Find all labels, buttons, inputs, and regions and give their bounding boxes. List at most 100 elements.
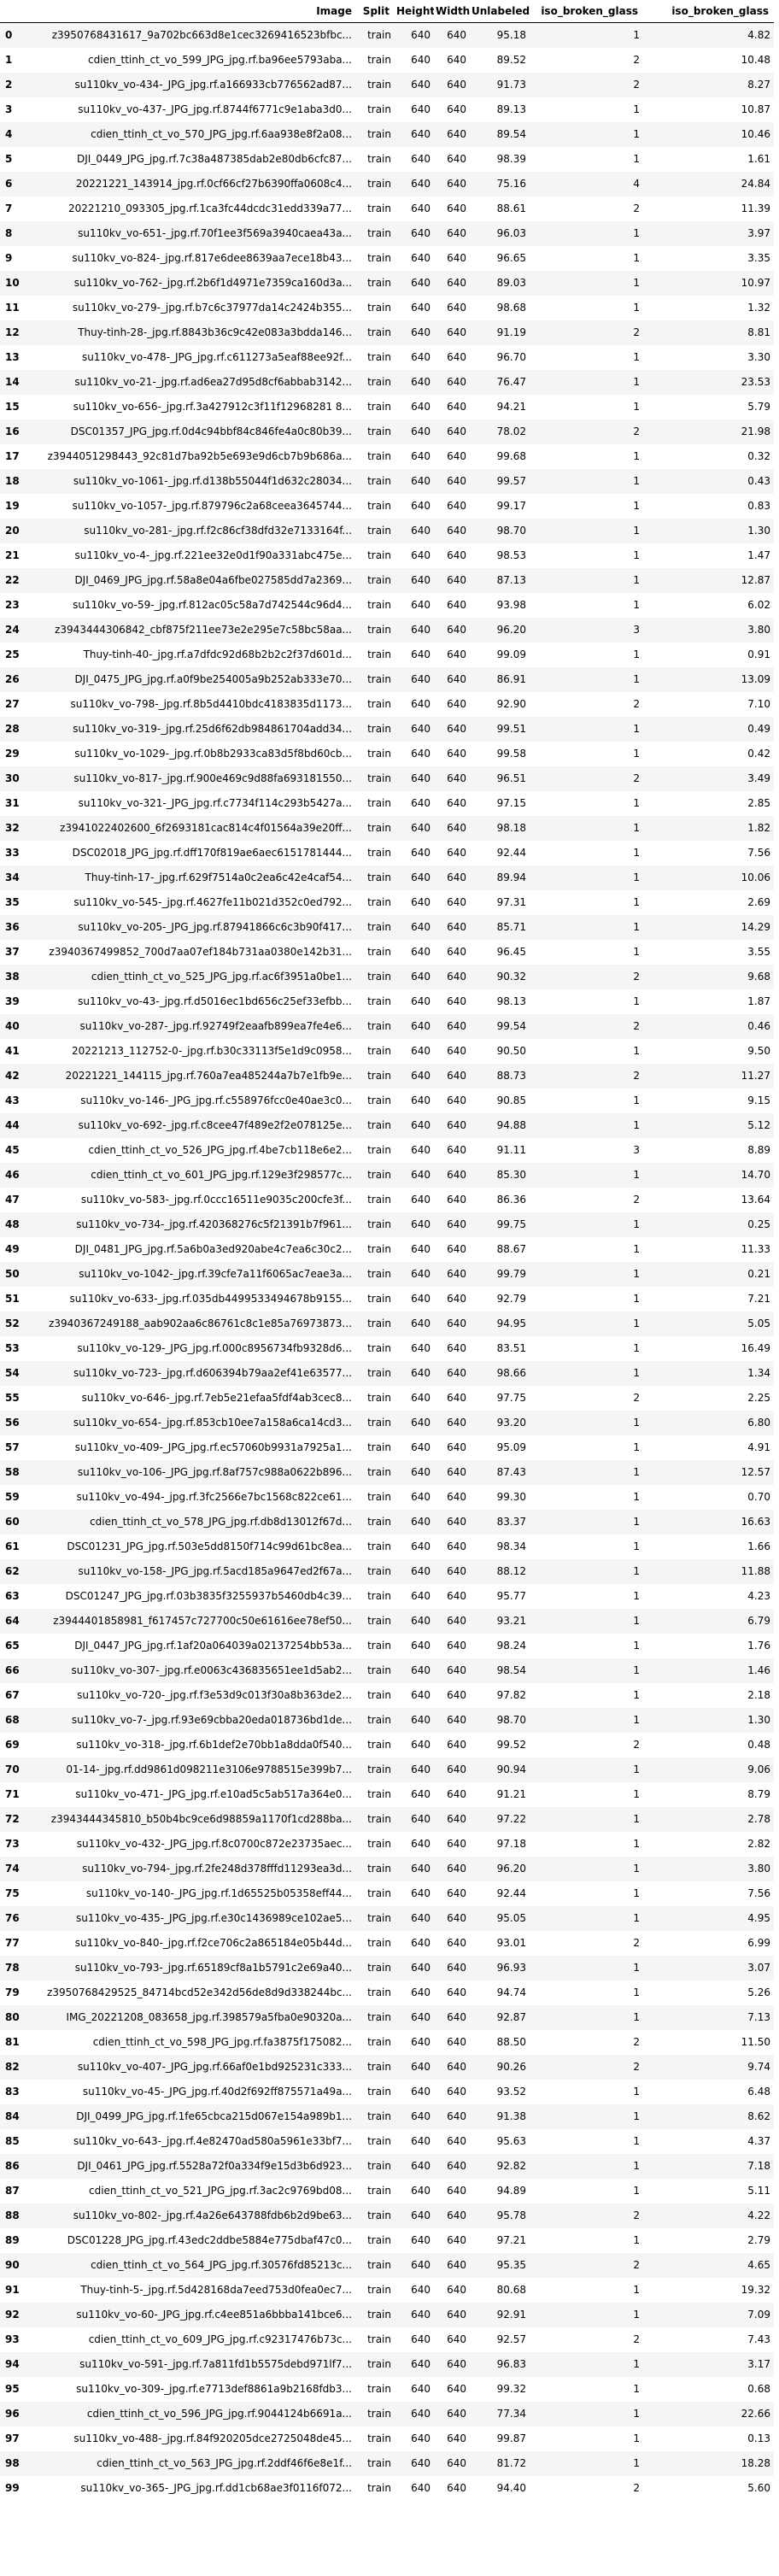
row-index: 12 xyxy=(0,320,24,345)
iso-broken-glass-percent-cell: 7.10 xyxy=(643,692,774,717)
table-row: 3 su110kv_vo-437-_JPG_jpg.rf.8744f6771c9e… xyxy=(0,97,774,122)
split-cell: train xyxy=(357,766,395,791)
iso-broken-glass-count-cell: 2 xyxy=(530,692,643,717)
iso-broken-glass-count-cell: 2 xyxy=(530,1188,643,1212)
unlabeled-header: Unlabeled xyxy=(470,0,530,23)
iso-broken-glass-count-cell: 3 xyxy=(530,1138,643,1163)
iso-broken-glass-count-cell: 1 xyxy=(530,1435,643,1460)
unlabeled-cell: 88.61 xyxy=(470,197,530,221)
table-row: 26 DJI_0475_JPG_jpg.rf.a0f9be254005a9b252… xyxy=(0,667,774,692)
unlabeled-cell: 93.20 xyxy=(470,1411,530,1435)
unlabeled-cell: 92.87 xyxy=(470,2005,530,2030)
row-index: 7 xyxy=(0,197,24,221)
split-cell: train xyxy=(357,1832,395,1857)
table-row: 29 su110kv_vo-1029-_jpg.rf.0b8b2933ca83d5… xyxy=(0,742,774,766)
table-row: 68 su110kv_vo-7-_jpg.rf.93e69cbba20eda018… xyxy=(0,1708,774,1733)
row-index: 74 xyxy=(0,1857,24,1881)
iso-broken-glass-count-cell: 1 xyxy=(530,2005,643,2030)
image-cell: su110kv_vo-802-_jpg.rf.4a26e643788fdb6b2… xyxy=(24,2203,357,2228)
iso-broken-glass-count-cell: 1 xyxy=(530,1857,643,1881)
row-index: 63 xyxy=(0,1584,24,1609)
image-cell: DJI_0469_JPG_jpg.rf.58a8e04a6fbe027585dd… xyxy=(24,568,357,593)
height-cell: 640 xyxy=(395,1757,434,1782)
unlabeled-cell: 98.18 xyxy=(470,816,530,841)
table-row: 84 DJI_0499_JPG_jpg.rf.1fe65cbca215d067e1… xyxy=(0,2104,774,2129)
table-row: 47 su110kv_vo-583-_jpg.rf.0ccc16511e9035c… xyxy=(0,1188,774,1212)
row-index: 3 xyxy=(0,97,24,122)
unlabeled-cell: 95.63 xyxy=(470,2129,530,2154)
image-cell: DSC01247_JPG_jpg.rf.03b3835f3255937b5460… xyxy=(24,1584,357,1609)
row-index: 65 xyxy=(0,1634,24,1658)
width-cell: 640 xyxy=(434,717,470,742)
row-index: 29 xyxy=(0,742,24,766)
unlabeled-cell: 91.38 xyxy=(470,2104,530,2129)
table-row: 95 su110kv_vo-309-_jpg.rf.e7713def8861a9b… xyxy=(0,2377,774,2402)
iso-broken-glass-percent-header: iso_broken_glass xyxy=(643,0,774,23)
image-cell: su110kv_vo-656-_jpg.rf.3a427912c3f11f129… xyxy=(24,395,357,420)
table-row: 41 20221213_112752-0-_jpg.rf.b30c33113f5e… xyxy=(0,1039,774,1064)
iso-broken-glass-count-cell: 1 xyxy=(530,1510,643,1534)
unlabeled-cell: 75.16 xyxy=(470,172,530,197)
unlabeled-cell: 81.72 xyxy=(470,2451,530,2476)
iso-broken-glass-count-cell: 1 xyxy=(530,2154,643,2179)
height-cell: 640 xyxy=(395,147,434,172)
image-cell: cdien_ttinh_ct_vo_521_JPG_jpg.rf.3ac2c97… xyxy=(24,2179,357,2203)
unlabeled-cell: 93.01 xyxy=(470,1931,530,1956)
iso-broken-glass-count-cell: 1 xyxy=(530,791,643,816)
row-index: 87 xyxy=(0,2179,24,2203)
split-cell: train xyxy=(357,2203,395,2228)
row-index: 19 xyxy=(0,494,24,519)
image-cell: su110kv_vo-319-_jpg.rf.25d6f62db98486170… xyxy=(24,717,357,742)
unlabeled-cell: 89.54 xyxy=(470,122,530,147)
unlabeled-cell: 94.21 xyxy=(470,395,530,420)
image-cell: DJI_0449_JPG_jpg.rf.7c38a487385dab2e80db… xyxy=(24,147,357,172)
iso-broken-glass-percent-cell: 0.48 xyxy=(643,1733,774,1757)
height-cell: 640 xyxy=(395,1881,434,1906)
iso-broken-glass-count-cell: 1 xyxy=(530,2104,643,2129)
height-cell: 640 xyxy=(395,1188,434,1212)
iso-broken-glass-percent-cell: 3.30 xyxy=(643,345,774,370)
iso-broken-glass-count-cell: 2 xyxy=(530,2253,643,2278)
image-cell: 20221221_144115_jpg.rf.760a7ea485244a7b7… xyxy=(24,1064,357,1088)
iso-broken-glass-percent-cell: 9.50 xyxy=(643,1039,774,1064)
split-cell: train xyxy=(357,1683,395,1708)
width-cell: 640 xyxy=(434,841,470,866)
iso-broken-glass-count-cell: 2 xyxy=(530,320,643,345)
image-cell: su110kv_vo-21-_jpg.rf.ad6ea27d95d8cf6abb… xyxy=(24,370,357,395)
row-index: 91 xyxy=(0,2278,24,2303)
height-cell: 640 xyxy=(395,2005,434,2030)
table-row: 11 su110kv_vo-279-_jpg.rf.b7c6c37977da14c… xyxy=(0,296,774,320)
split-cell: train xyxy=(357,2476,395,2501)
image-cell: su110kv_vo-633-_jpg.rf.035db449953349467… xyxy=(24,1287,357,1311)
row-index: 95 xyxy=(0,2377,24,2402)
height-cell: 640 xyxy=(395,1658,434,1683)
row-index: 97 xyxy=(0,2426,24,2451)
table-row: 24 z3943444306842_cbf875f211ee73e2e295e7c… xyxy=(0,618,774,643)
iso-broken-glass-count-cell: 1 xyxy=(530,2080,643,2104)
table-row: 25 Thuy-tinh-40-_jpg.rf.a7dfdc92d68b2b2c2… xyxy=(0,643,774,667)
iso-broken-glass-percent-cell: 3.97 xyxy=(643,221,774,246)
height-cell: 640 xyxy=(395,1931,434,1956)
row-index: 70 xyxy=(0,1757,24,1782)
width-cell: 640 xyxy=(434,692,470,717)
row-index: 83 xyxy=(0,2080,24,2104)
row-index: 82 xyxy=(0,2055,24,2080)
height-cell: 640 xyxy=(395,2451,434,2476)
height-cell: 640 xyxy=(395,197,434,221)
row-index: 6 xyxy=(0,172,24,197)
row-index: 69 xyxy=(0,1733,24,1757)
table-row: 43 su110kv_vo-146-_JPG_jpg.rf.c558976fcc0… xyxy=(0,1088,774,1113)
image-cell: Thuy-tinh-40-_jpg.rf.a7dfdc92d68b2b2c2f3… xyxy=(24,643,357,667)
height-cell: 640 xyxy=(395,1460,434,1485)
height-cell: 640 xyxy=(395,2327,434,2352)
width-cell: 640 xyxy=(434,2203,470,2228)
iso-broken-glass-count-cell: 1 xyxy=(530,890,643,915)
iso-broken-glass-percent-cell: 1.46 xyxy=(643,1658,774,1683)
unlabeled-cell: 97.21 xyxy=(470,2228,530,2253)
iso-broken-glass-count-cell: 1 xyxy=(530,147,643,172)
width-cell: 640 xyxy=(434,494,470,519)
iso-broken-glass-count-cell: 2 xyxy=(530,2030,643,2055)
iso-broken-glass-count-cell: 1 xyxy=(530,221,643,246)
iso-broken-glass-percent-cell: 7.43 xyxy=(643,2327,774,2352)
row-index: 1 xyxy=(0,48,24,73)
